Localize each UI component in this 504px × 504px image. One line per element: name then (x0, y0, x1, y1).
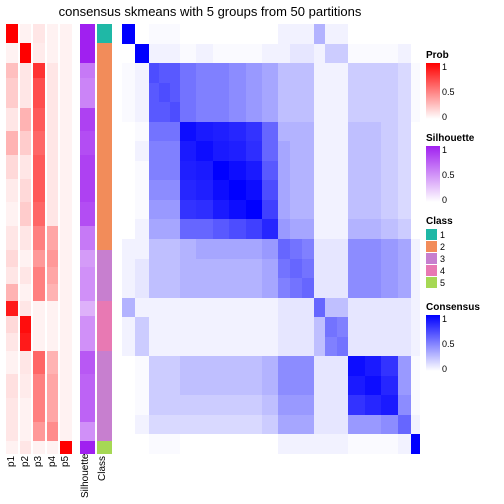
annot-col-p5 (60, 24, 72, 454)
annot-col-p4 (47, 24, 59, 454)
x-label-Class: Class (97, 456, 112, 500)
legend-class: Class12345 (426, 216, 500, 288)
annot-col-p2 (20, 24, 32, 454)
x-label-p2: p2 (20, 456, 32, 500)
legend-cons: Consensus10.50 (426, 302, 500, 371)
x-label-p1: p1 (6, 456, 18, 500)
annot-col-Silhouette (80, 24, 95, 454)
x-label-p3: p3 (33, 456, 45, 500)
annotation-x-labels: p1p2p3p4p5 SilhouetteClass (6, 456, 114, 500)
annot-col-p3 (33, 24, 45, 454)
legend-silh: Silhouette10.50 (426, 133, 500, 202)
annot-col-p1 (6, 24, 18, 454)
consensus-heatmap (122, 24, 420, 454)
legends: Prob10.50 Silhouette10.50 Class12345 Consen… (426, 50, 500, 385)
x-label-Silhouette: Silhouette (80, 456, 95, 500)
x-label-p5: p5 (60, 456, 72, 500)
plot-title: consensus skmeans with 5 groups from 50 … (0, 4, 420, 19)
annotation-columns (6, 24, 114, 454)
legend-prob: Prob10.50 (426, 50, 500, 119)
x-label-p4: p4 (47, 456, 59, 500)
annot-col-Class (97, 24, 112, 454)
